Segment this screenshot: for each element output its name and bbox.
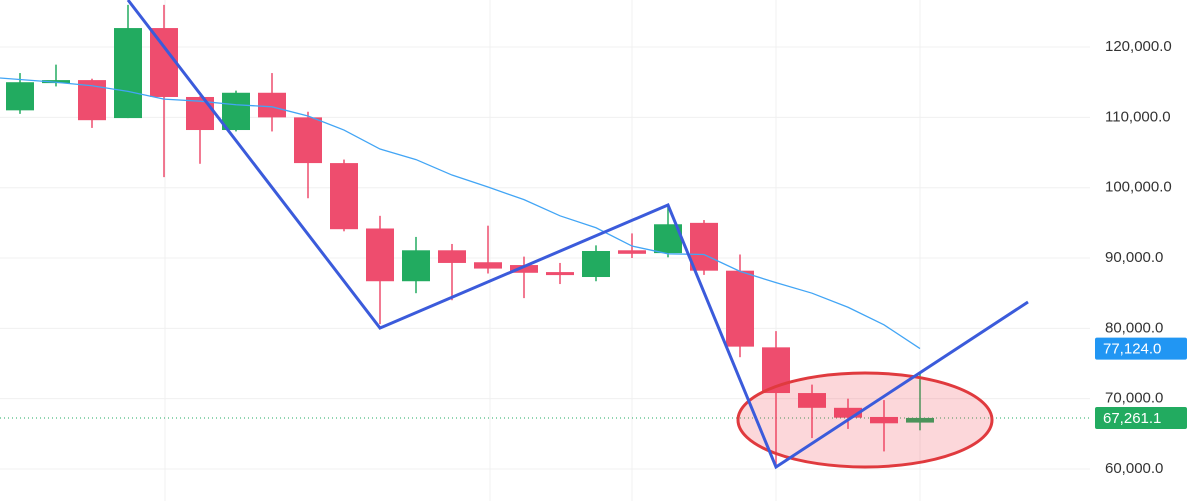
y-tick-label: 110,000.0 [1105,108,1171,125]
candle-body [150,28,178,97]
candle-body [114,28,142,119]
candle-body [618,250,646,254]
ma-badge [1095,337,1187,360]
candle-body [798,393,826,408]
y-tick-label: 70,000.0 [1105,390,1163,407]
price-label: 67,261.1 [1103,410,1161,427]
candle-body [690,222,718,271]
y-tick-label: 90,000.0 [1105,249,1163,266]
plot [0,4,934,466]
candle-body [402,250,430,282]
candle-body [438,250,466,263]
candle-body [258,92,286,118]
candle-body [294,117,322,164]
candle-body [474,262,502,269]
candle-body [834,407,862,418]
y-axis: 60,000.0 70,000.0 80,000.0 90,000.0 100,000.… [1095,38,1187,477]
price-badge [1095,406,1187,429]
candle-body [870,416,898,424]
highlight-ellipse [736,371,994,469]
y-tick-label: 80,000.0 [1105,319,1163,336]
ma-label: 77,124.0 [1103,341,1161,358]
trend-zigzag [126,0,1029,470]
moving-average [0,77,921,350]
y-tick-label: 100,000.0 [1105,179,1172,196]
candle-body [222,92,250,131]
candle-body [906,417,934,423]
candle-body [582,250,610,278]
y-tick-label: 120,000.0 [1105,38,1172,55]
candle-body [330,163,358,230]
candle-body [366,228,394,282]
candle-body [6,82,34,111]
candle-body [546,272,574,276]
candle-body [726,270,754,347]
candle-body [510,265,538,273]
y-tick-label: 60,000.0 [1105,460,1163,477]
